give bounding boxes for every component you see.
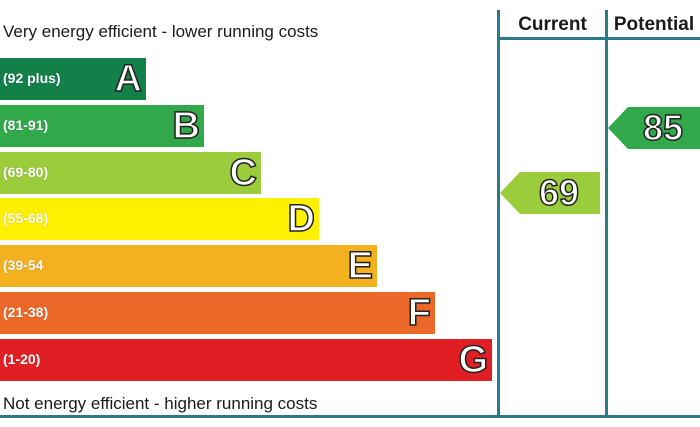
current-arrow-shape [500,172,600,214]
band-range-label: (69-80) [3,164,49,180]
header-underline [497,37,700,40]
band-letter: E [347,244,374,288]
top-caption: Very energy efficient - lower running co… [3,22,319,41]
band-letter: F [407,291,432,335]
header-potential: Potential [613,14,695,35]
divider-potential-left [605,10,608,418]
potential-rating-value: 85 [642,106,684,149]
band-e: (39-54 E [0,244,377,288]
band-d: (55-68) D [0,197,319,241]
band-range-label: (81-91) [3,117,49,133]
band-f: (21-38) F [0,291,435,335]
band-range-label: (39-54 [3,257,44,273]
band-range-label: (21-38) [3,304,49,320]
band-g: (1-20) G [0,338,492,382]
band-range-label: (55-68) [3,210,49,226]
band-letter: C [229,151,258,195]
band-range-label: (1-20) [3,351,41,367]
band-b: (81-91) B [0,104,204,148]
header-current: Current [518,14,587,35]
band-letter: A [114,57,143,101]
divider-current-left [497,10,500,418]
potential-rating-arrow: 85 [608,106,700,149]
bottom-caption: Not energy efficient - higher running co… [3,394,318,413]
current-rating-arrow: 69 [500,171,600,214]
potential-arrow-shape [608,107,700,149]
band-letter: D [287,197,316,241]
band-letter: B [172,104,201,148]
band-a: (92 plus) A [0,57,146,101]
bottom-border [0,415,700,418]
current-rating-value: 69 [538,171,580,214]
band-letter: G [458,338,489,382]
band-range-label: (92 plus) [3,70,61,86]
band-c: (69-80) C [0,151,261,195]
